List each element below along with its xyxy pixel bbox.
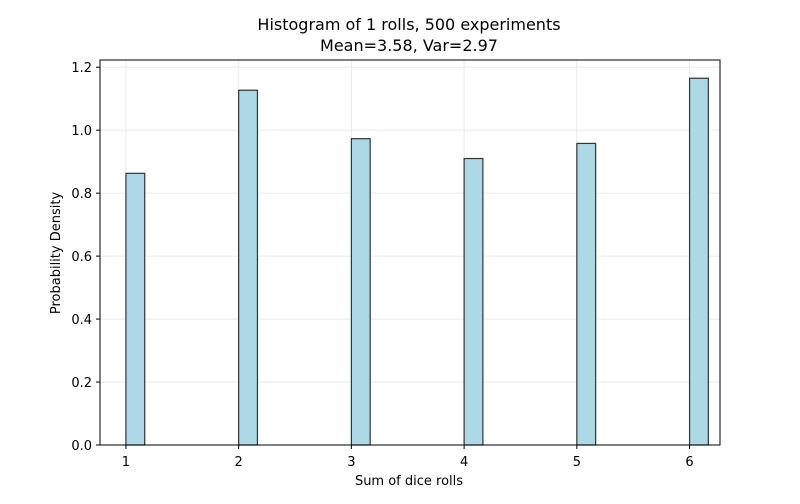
y-tick-label: 0.2 (71, 376, 92, 391)
y-tick-label: 1.2 (71, 61, 92, 76)
x-tick-label: 6 (685, 455, 693, 470)
histogram-bar (576, 142, 597, 446)
x-axis-label: Sum of dice rolls (355, 474, 463, 489)
y-tick-label: 0.6 (71, 250, 92, 265)
y-tick-label: 0.4 (71, 313, 92, 328)
plot-frame (99, 59, 721, 446)
histogram-bar (350, 138, 371, 446)
grid (100, 60, 720, 446)
y-axis-label: Probability Density (49, 192, 64, 315)
histogram-bar (463, 157, 484, 446)
histogram-bar (125, 172, 146, 446)
y-tick-label: 0.0 (71, 439, 92, 454)
y-tick-label: 0.8 (71, 187, 92, 202)
y-ticks: 0.0 0.2 0.4 0.6 0.8 1.0 1.2 (71, 61, 100, 454)
x-tick-label: 4 (460, 455, 468, 470)
x-tick-label: 1 (122, 455, 130, 470)
x-tick-label: 2 (235, 455, 243, 470)
bars (125, 77, 709, 446)
y-tick-label: 1.0 (71, 124, 92, 139)
histogram-bar (238, 89, 259, 446)
chart-title: Histogram of 1 rolls, 500 experiments (257, 15, 560, 34)
x-tick-label: 3 (347, 455, 355, 470)
x-tick-label: 5 (573, 455, 581, 470)
chart-subtitle: Mean=3.58, Var=2.97 (320, 36, 498, 55)
x-ticks: 1 2 3 4 5 6 (122, 445, 694, 470)
histogram-bar (688, 77, 709, 446)
